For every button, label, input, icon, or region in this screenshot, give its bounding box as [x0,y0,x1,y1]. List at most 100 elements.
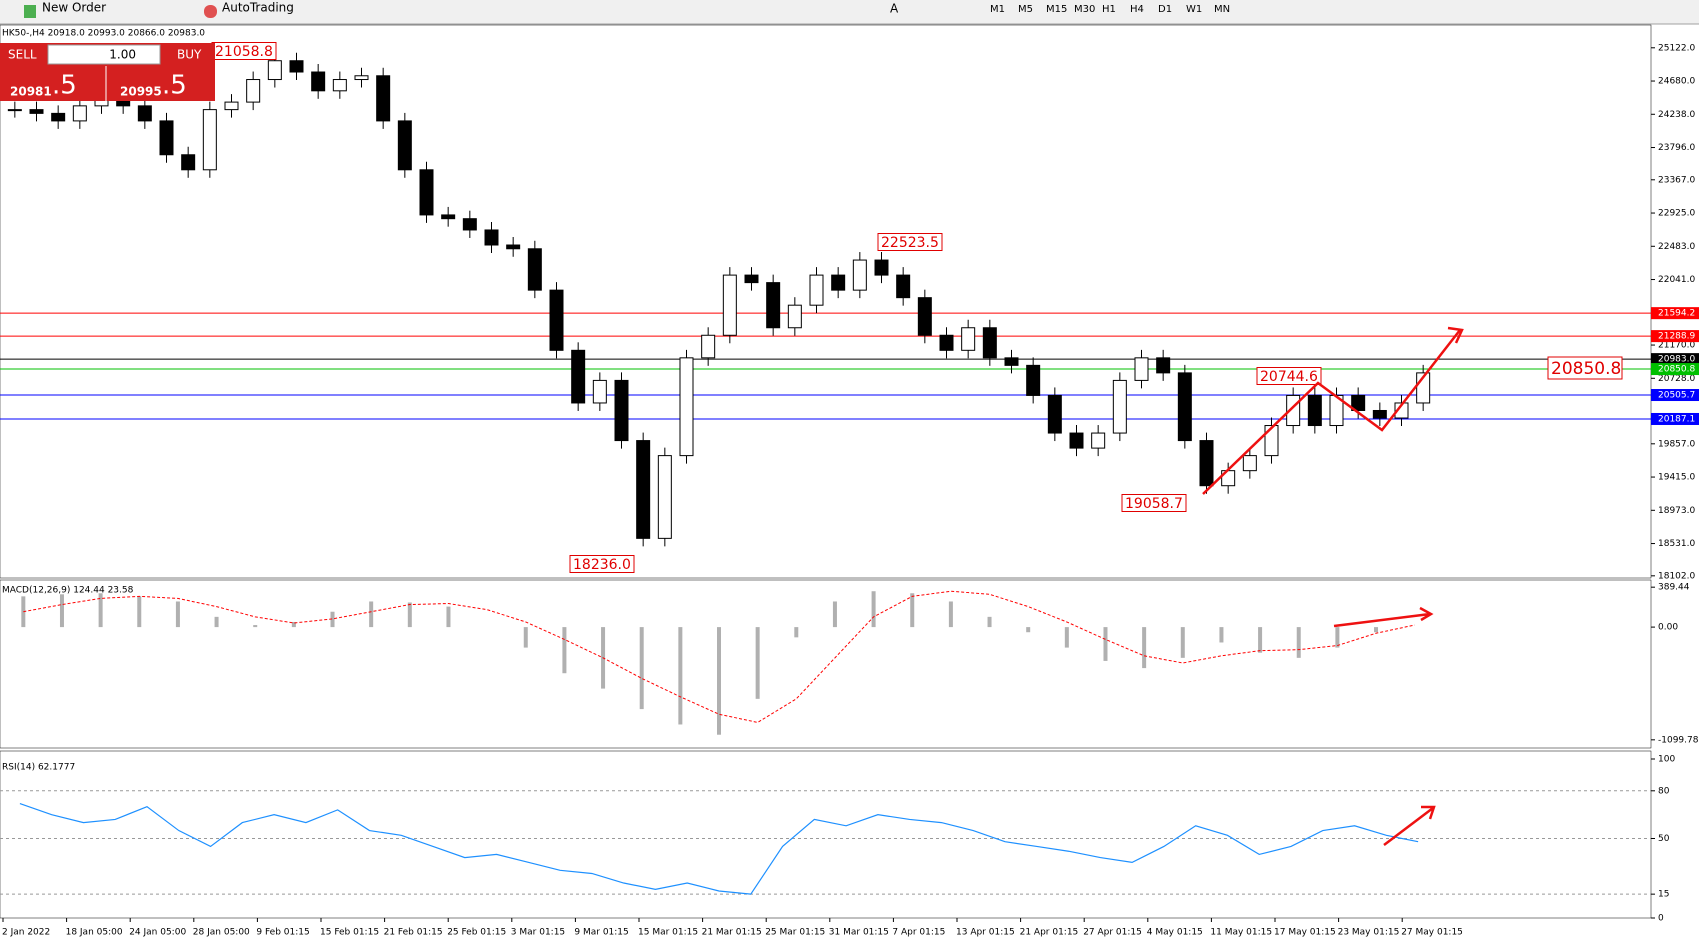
macd-bar [253,625,258,628]
autotrading-button[interactable]: AutoTrading [222,1,294,15]
annotation: 22523.5 [881,235,939,251]
candle [1242,455,1257,472]
macd-bar [214,616,219,628]
y-tick-label: 23367.0 [1658,175,1695,185]
ask-pip[interactable]: .5 [162,71,187,101]
candle [592,379,607,404]
macd-bar [639,627,644,710]
level-label-bg [1651,412,1699,425]
macd-bar [1335,627,1340,648]
timeframe-button[interactable]: H1 [1102,4,1116,15]
macd-bar [1296,627,1301,658]
level-label: 21288.9 [1658,332,1695,342]
x-tick-label: 25 Feb 01:15 [447,928,506,938]
toolbar [0,0,1699,24]
timeframe-button[interactable]: M15 [1046,4,1067,15]
annotation: 19058.7 [1125,496,1183,512]
candle [874,259,889,276]
candle [72,105,87,122]
lot-size[interactable]: 1.00 [109,48,136,62]
candle [1156,357,1171,374]
candle [332,79,347,92]
x-tick-label: 27 May 01:15 [1401,928,1463,938]
timeframe-button[interactable]: M1 [990,4,1005,15]
macd-bar [407,602,412,628]
candle [1069,432,1084,449]
macd-bar [1180,627,1185,658]
text-tool[interactable]: A [890,2,899,16]
bid-price[interactable]: 20981 [10,85,52,99]
y-tick-label: 22925.0 [1658,209,1695,219]
timeframe-button[interactable]: W1 [1186,4,1202,15]
timeframe-button[interactable]: H4 [1130,4,1144,15]
candle [7,109,22,112]
x-tick-label: 17 May 01:15 [1274,928,1336,938]
candle [614,379,629,442]
candle [571,349,586,404]
candle [1351,394,1366,411]
new-order-button[interactable]: New Order [42,1,106,15]
autotrading-icon[interactable] [204,5,217,18]
candle [527,248,542,291]
x-tick-label: 21 Mar 01:15 [702,928,762,938]
macd-bar [678,627,683,725]
macd-bar [794,627,799,638]
macd-bar [59,594,64,628]
candle [896,274,911,299]
x-tick-label: 4 May 01:15 [1147,928,1203,938]
annotation: 20744.6 [1260,369,1318,385]
panel-title: MACD(12,26,9) 124.44 23.58 [2,586,134,596]
macd-bar [175,601,180,628]
annotation: 21058.8 [215,44,273,60]
rsi-arrow [1383,805,1436,846]
new-order-icon[interactable] [24,5,36,18]
y-tick-label: 18102.0 [1658,571,1695,581]
price-arrow-head [1447,326,1464,344]
x-tick-label: 9 Mar 01:15 [574,928,628,938]
sell-button[interactable]: SELL [8,48,37,62]
macd-bar [1142,627,1147,669]
signal-line [23,590,1415,723]
macd-bar [1258,627,1263,653]
y-tick-label: 25122.0 [1658,43,1695,53]
level-label-bg [1651,330,1699,343]
x-tick-label: 24 Jan 05:00 [129,928,186,938]
candle [1177,372,1192,442]
macd-bar [910,593,915,628]
candle [181,154,196,171]
buy-button[interactable]: BUY [177,48,202,62]
y-tick-label: 80 [1658,786,1670,796]
y-tick-label: 21170.0 [1658,341,1695,351]
x-tick-label: 23 May 01:15 [1338,928,1400,938]
candle [246,79,261,103]
macd-bar [948,601,953,628]
timeframe-button[interactable]: D1 [1158,4,1172,15]
candle [419,169,434,216]
timeframe-button[interactable]: M5 [1018,4,1033,15]
candle [1372,409,1387,419]
rsi-line [19,802,1419,895]
candle [1199,440,1214,487]
candle [982,327,997,359]
ask-price[interactable]: 20995 [120,85,162,99]
bid-pip[interactable]: .5 [52,71,77,101]
level-label: 20850.8 [1658,365,1695,375]
macd-bar [1219,627,1224,643]
lot-box[interactable] [47,44,161,65]
timeframe-button[interactable]: MN [1214,4,1230,15]
macd-arrow [1333,606,1434,628]
macd-bar [330,611,335,628]
candle [1112,379,1127,434]
y-tick-label: 0 [1658,914,1664,924]
candle [224,101,239,111]
candle [462,218,477,231]
candle [1047,394,1062,434]
macd-panel [0,579,1652,749]
trade-panel: SELL 1.00 BUY 20981 .5 20995 .5 [0,43,215,101]
timeframe-button[interactable]: M30 [1074,4,1095,15]
candle [354,75,369,81]
x-tick-label: 21 Feb 01:15 [384,928,443,938]
macd-bar [98,593,103,628]
candle [1307,394,1322,427]
